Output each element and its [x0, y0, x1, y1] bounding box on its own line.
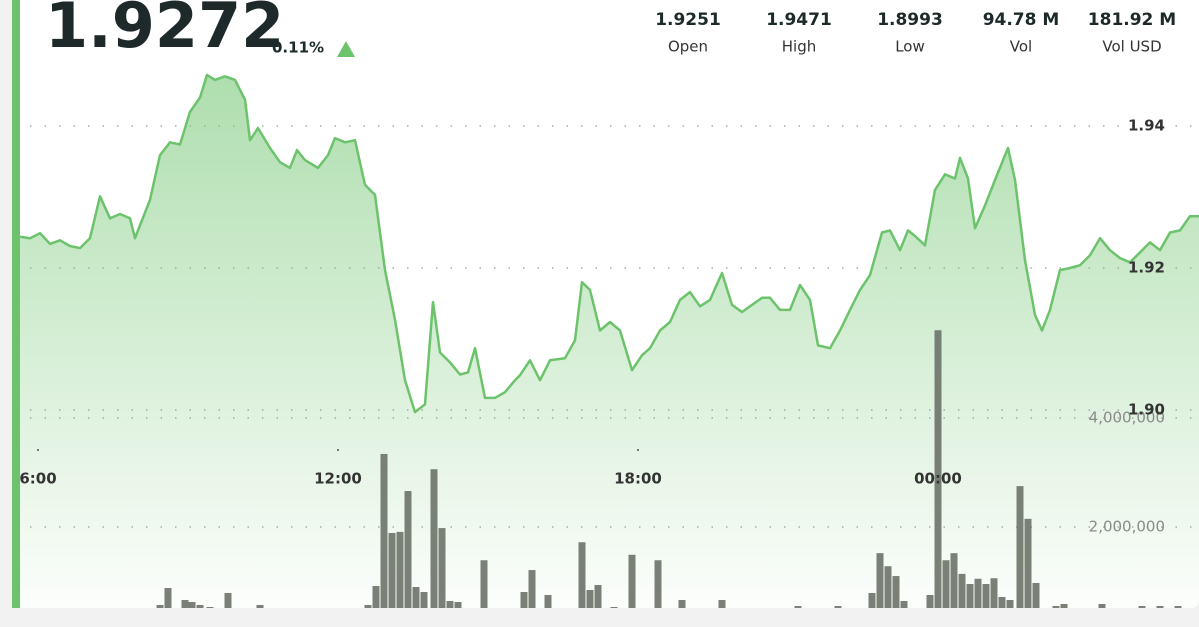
volume-bar — [654, 560, 662, 608]
x-tick-label: 6:00 — [19, 470, 56, 488]
volume-bar — [1052, 606, 1060, 608]
x-tick-label: 12:00 — [314, 470, 362, 488]
price-change: 0.11% — [272, 39, 324, 57]
volume-bar — [430, 469, 438, 608]
volume-bar — [610, 607, 618, 608]
stat-value: 1.9471 — [766, 10, 832, 30]
volume-bar — [544, 595, 552, 608]
stat-label: Open — [668, 38, 708, 56]
volume-bar — [1174, 606, 1182, 608]
volume-bar — [206, 607, 214, 608]
card-accent — [12, 0, 20, 608]
stat-label: High — [782, 38, 816, 56]
volume-bar — [1138, 606, 1146, 608]
stat-label: Low — [895, 38, 925, 56]
volume-bar — [480, 560, 488, 608]
stat-value: 1.9251 — [655, 10, 721, 30]
volume-bar — [628, 554, 636, 608]
volume-bar — [1156, 606, 1164, 608]
volume-bar — [396, 531, 404, 608]
volume-bar — [982, 584, 990, 608]
volume-bar — [884, 566, 892, 608]
volume-bar — [1032, 582, 1040, 608]
volume-bar — [892, 576, 900, 608]
volume-bar — [1006, 599, 1014, 608]
volume-bar — [950, 553, 958, 608]
volume-bar — [188, 601, 196, 608]
volume-bar — [224, 592, 232, 608]
stat-label: Vol USD — [1102, 38, 1161, 56]
volume-bar — [958, 573, 966, 608]
volume-bar — [926, 595, 934, 608]
y2-tick-label: 4,000,000 — [1089, 409, 1165, 427]
volume-bar — [794, 606, 802, 608]
volume-bar — [412, 587, 420, 608]
volume-bar — [520, 592, 528, 608]
volume-bar — [164, 587, 172, 608]
volume-bar — [420, 592, 428, 608]
volume-bar — [1016, 486, 1024, 608]
volume-bar — [181, 599, 189, 608]
x-tick-label: 18:00 — [614, 470, 662, 488]
y-tick-label: 1.94 — [1128, 117, 1165, 135]
volume-bar — [372, 586, 380, 608]
volume-bar — [594, 584, 602, 608]
stats: 1.9251 Open 1.9471 High 1.8993 Low 94.78 M Vol 1… — [655, 10, 1176, 56]
volume-bar — [446, 601, 454, 608]
volume-bar — [364, 604, 372, 608]
volume-bar — [586, 590, 594, 608]
volume-bar — [974, 578, 982, 608]
volume-bar — [990, 578, 998, 608]
volume-bar — [718, 599, 726, 608]
volume-bar — [196, 604, 204, 608]
volume-bar — [966, 584, 974, 608]
volume-bar — [454, 601, 462, 608]
volume-bar — [942, 560, 950, 608]
y-tick-label: 1.90 — [1128, 401, 1165, 419]
current-price: 1.9272 — [45, 0, 284, 62]
volume-bar — [578, 542, 586, 608]
volume-bar — [380, 453, 388, 608]
volume-bar — [404, 491, 412, 608]
up-arrow — [337, 41, 355, 57]
volume-bar — [678, 599, 686, 608]
y2-tick-label: 2,000,000 — [1089, 518, 1165, 536]
volume-bar — [388, 532, 396, 608]
volume-bar — [256, 604, 264, 608]
volume-bar — [900, 601, 908, 608]
volume-bar — [1024, 518, 1032, 608]
plot-area: 6:00 12:00 18:00 00:002,000,0004,000,0001.9… — [19, 73, 1199, 608]
y-tick-label: 1.92 — [1128, 259, 1165, 277]
volume-bar — [1060, 604, 1068, 608]
volume-bar — [438, 528, 446, 608]
price-area — [20, 74, 1199, 608]
volume-bar — [868, 592, 876, 608]
volume-bar — [528, 570, 536, 608]
volume-bar — [1098, 604, 1106, 608]
stat-label: Vol — [1010, 38, 1032, 56]
volume-bar — [876, 553, 884, 608]
volume-bar — [834, 606, 842, 608]
stat-value: 181.92 M — [1088, 10, 1176, 30]
volume-bar — [998, 596, 1006, 608]
volume-bar — [156, 604, 164, 608]
volume-bar — [934, 330, 942, 608]
stat-value: 94.78 M — [983, 10, 1060, 30]
stat-value: 1.8993 — [877, 10, 943, 30]
price-line — [20, 73, 1199, 414]
x-tick-label: 00:00 — [914, 470, 962, 488]
